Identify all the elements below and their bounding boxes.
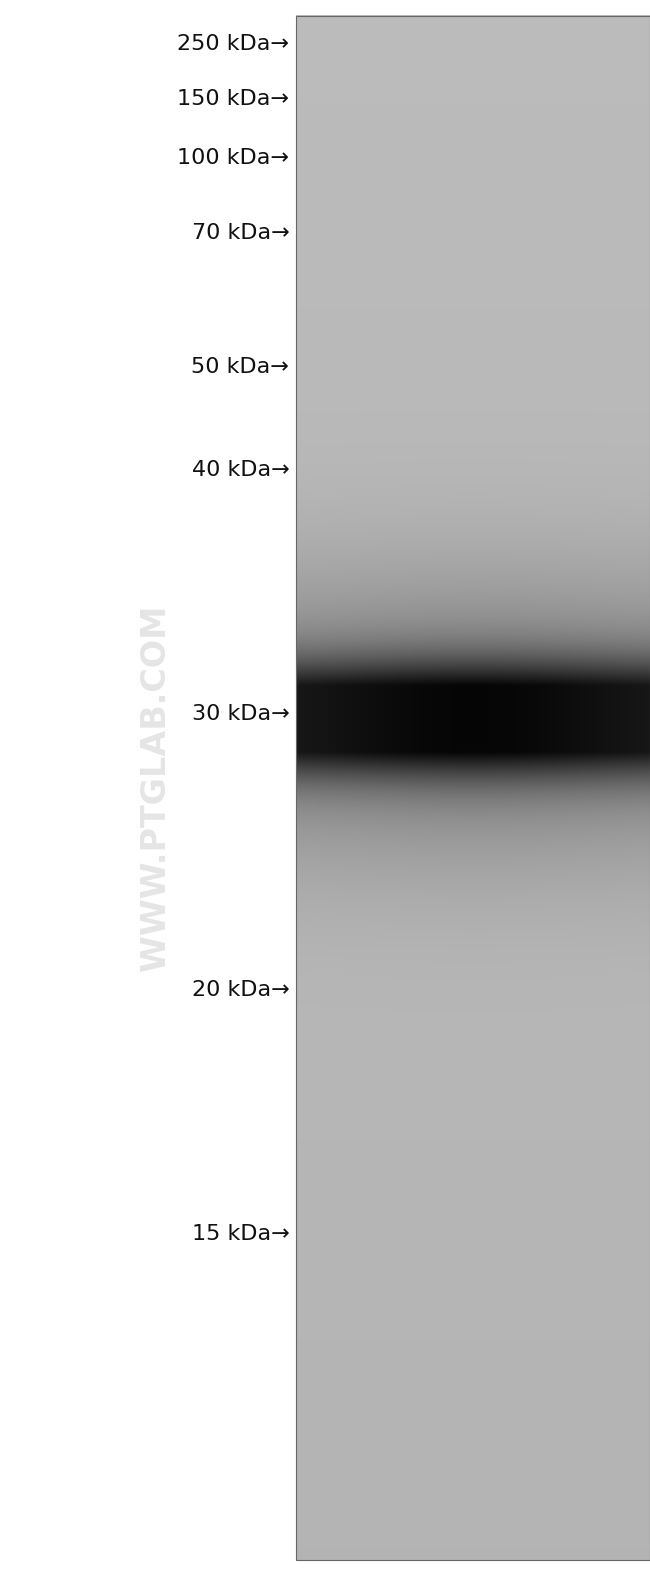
Bar (296, 16, 650, 1560)
Text: 50 kDa→: 50 kDa→ (191, 358, 289, 377)
Text: 30 kDa→: 30 kDa→ (192, 704, 289, 723)
Text: 150 kDa→: 150 kDa→ (177, 90, 289, 109)
Text: 250 kDa→: 250 kDa→ (177, 35, 289, 54)
Text: WWW.PTGLAB.COM: WWW.PTGLAB.COM (140, 605, 172, 971)
Text: 15 kDa→: 15 kDa→ (192, 1225, 289, 1243)
Text: 20 kDa→: 20 kDa→ (192, 980, 289, 999)
Text: 40 kDa→: 40 kDa→ (192, 460, 289, 479)
Text: 70 kDa→: 70 kDa→ (192, 224, 289, 243)
Text: 100 kDa→: 100 kDa→ (177, 148, 289, 167)
